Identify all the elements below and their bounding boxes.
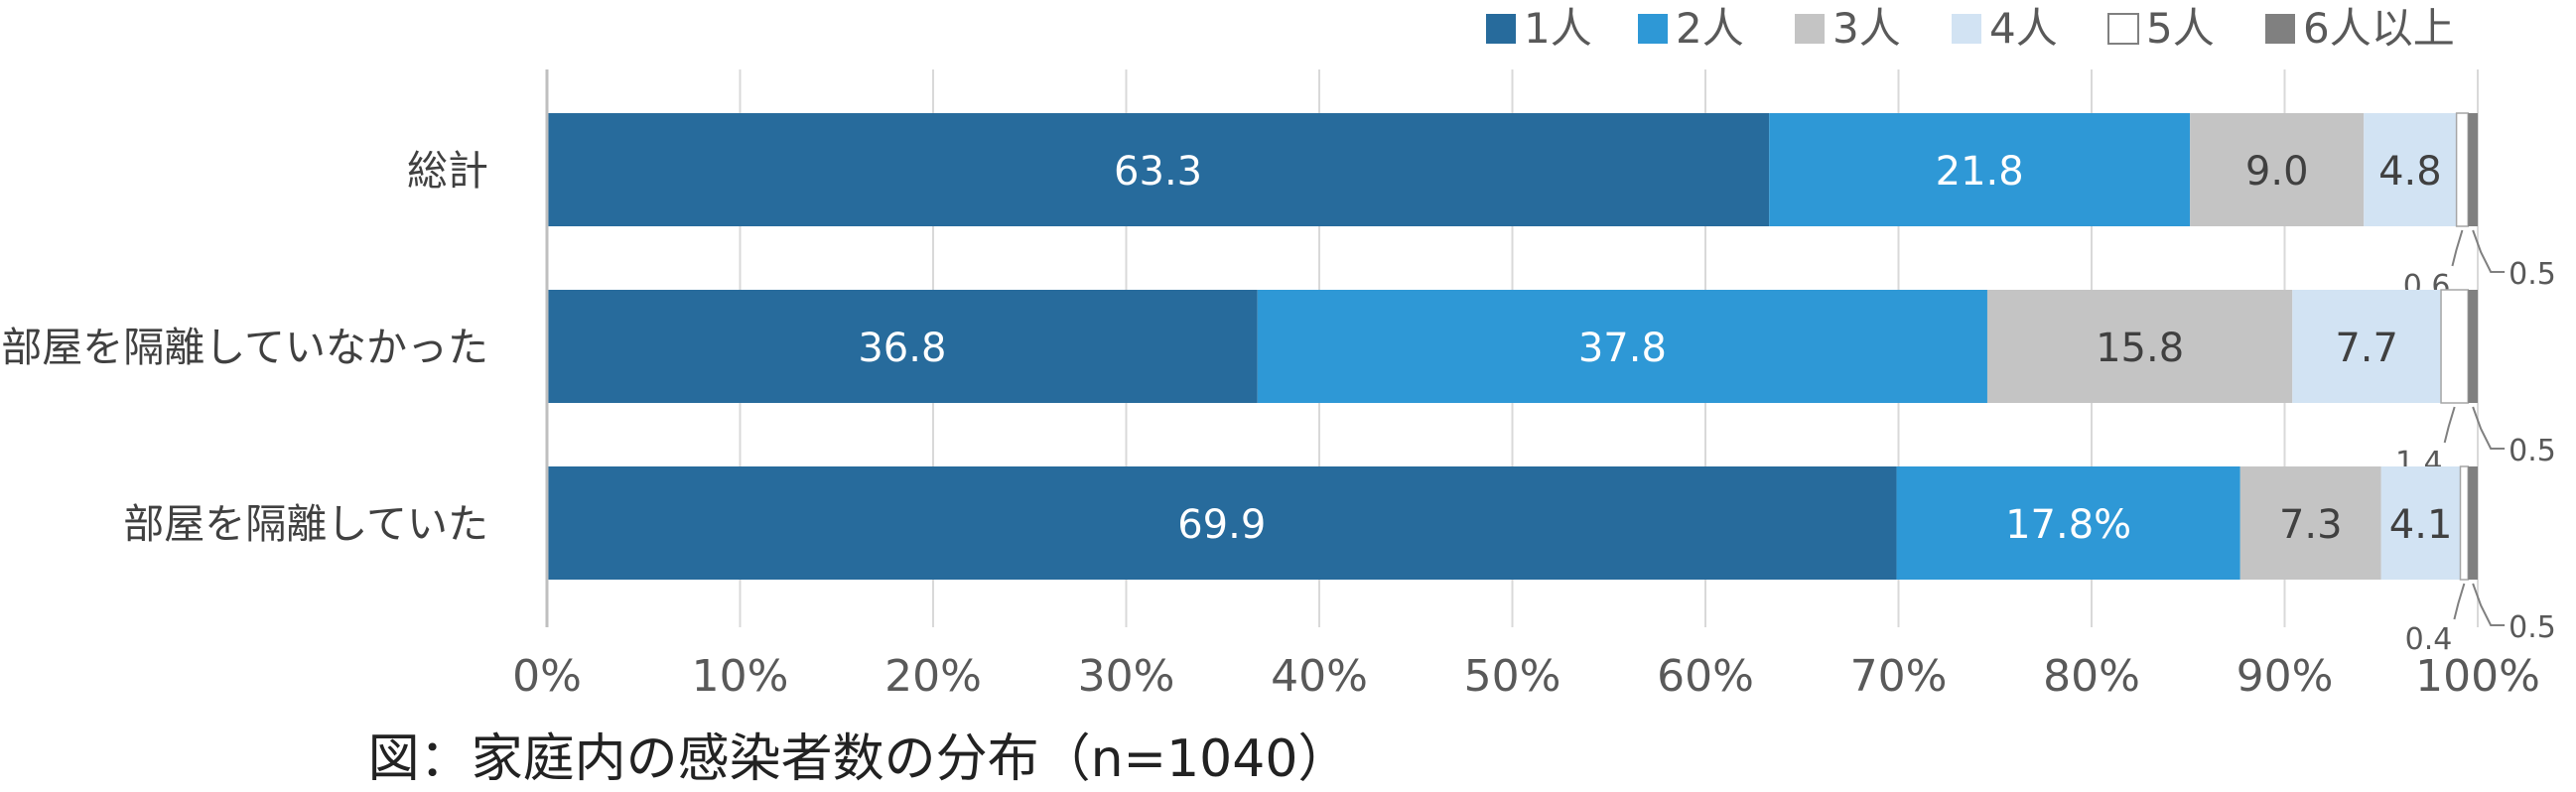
data-label: 0.4 <box>2405 622 2453 657</box>
data-label: 37.8 <box>1578 326 1667 371</box>
category-label: 部屋を隔離していた <box>123 500 488 548</box>
legend-swatch <box>1638 14 1668 44</box>
data-label: 17.8% <box>2005 502 2131 548</box>
bar-segment <box>2468 466 2478 580</box>
bar-segment <box>547 113 1770 226</box>
chart-caption: 図：家庭内の感染者数の分布（n=1040） <box>367 729 1350 789</box>
category-label: 部屋を隔離していなかった <box>1 324 488 371</box>
legend-label: 4人 <box>1989 4 2058 53</box>
data-label: 15.8 <box>2096 326 2184 371</box>
data-label: 0.5 <box>2508 434 2556 468</box>
legend-label: 5人 <box>2146 4 2215 53</box>
x-tick-label: 50% <box>1464 651 1561 702</box>
x-tick-label: 90% <box>2237 651 2334 702</box>
data-label: 7.7 <box>2335 326 2398 371</box>
bar-segment <box>2239 466 2381 580</box>
category-label: 総計 <box>407 147 488 195</box>
bar-segment <box>1986 290 2293 403</box>
bar-segment <box>547 290 1258 403</box>
legend-swatch <box>1486 14 1516 44</box>
legend-swatch <box>1795 14 1825 44</box>
x-tick-label: 80% <box>2043 651 2140 702</box>
x-tick-label: 20% <box>884 651 982 702</box>
x-tick-label: 70% <box>1850 651 1948 702</box>
data-label: 4.8 <box>2378 149 2442 195</box>
legend-label: 6人以上 <box>2303 4 2455 53</box>
x-tick-label: 10% <box>692 651 789 702</box>
bar-segment <box>2468 290 2478 403</box>
leader-line <box>2451 229 2464 267</box>
data-label: 0.5 <box>2508 610 2556 645</box>
leader-line <box>2472 583 2506 626</box>
bar-segment <box>1896 466 2240 580</box>
x-tick-label: 0% <box>512 651 582 702</box>
bar-segment <box>1769 113 2191 226</box>
x-tick-label: 40% <box>1271 651 1368 702</box>
bar-segment <box>2380 466 2461 580</box>
data-label: 0.5 <box>2508 257 2556 292</box>
legend-label: 1人 <box>1524 4 1592 53</box>
bar-segment <box>547 466 1897 580</box>
legend-swatch <box>2107 13 2139 45</box>
bar-segment <box>2468 113 2478 226</box>
bar-segment <box>2292 290 2442 403</box>
bar-segment <box>2440 289 2470 404</box>
leader-line <box>2472 229 2506 273</box>
data-label: 7.3 <box>2279 502 2343 548</box>
data-label: 69.9 <box>1177 502 1266 548</box>
bar-segment <box>1257 290 1987 403</box>
bar-segment <box>2364 113 2457 226</box>
bar-segment <box>2459 465 2470 581</box>
legend-swatch <box>2265 14 2295 44</box>
leader-line <box>2472 406 2506 450</box>
legend-label: 3人 <box>1832 4 1901 53</box>
legend-swatch <box>1952 14 1981 44</box>
data-label: 21.8 <box>1936 149 2024 195</box>
x-tick-label: 100% <box>2415 651 2540 702</box>
leader-line <box>2453 583 2466 620</box>
bar-segment <box>2455 112 2470 227</box>
legend-label: 2人 <box>1676 4 1744 53</box>
data-label: 63.3 <box>1114 149 1202 195</box>
x-tick-label: 30% <box>1078 651 1175 702</box>
data-label: 9.0 <box>2245 149 2309 195</box>
leader-line <box>2443 406 2456 444</box>
bar-segment <box>2190 113 2365 226</box>
data-label: 36.8 <box>858 326 946 371</box>
x-tick-label: 60% <box>1657 651 1754 702</box>
data-label: 4.1 <box>2389 502 2453 548</box>
